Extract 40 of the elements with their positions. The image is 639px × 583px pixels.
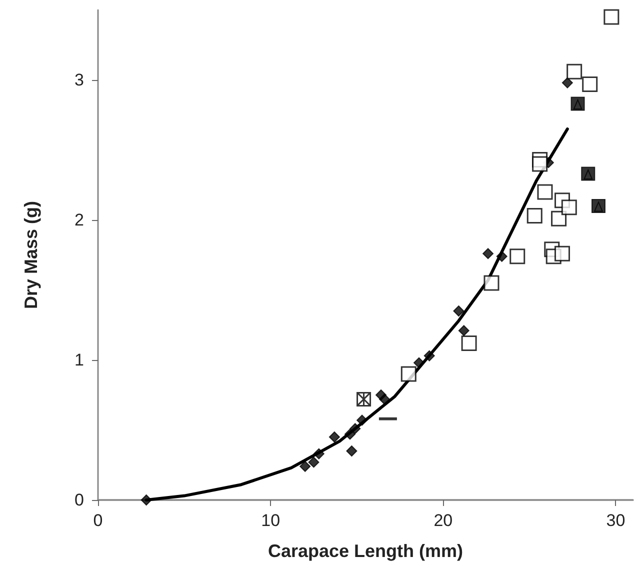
point	[496, 250, 508, 262]
y-tick-label: 3	[74, 70, 84, 90]
point	[582, 76, 598, 92]
point	[561, 200, 577, 216]
point	[510, 248, 526, 264]
point	[378, 394, 390, 405]
x-tick-label: 10	[261, 511, 280, 530]
point	[562, 77, 573, 88]
point	[554, 246, 570, 262]
point	[414, 357, 424, 368]
point	[526, 208, 542, 224]
y-tick-label: 2	[74, 210, 84, 230]
point	[532, 156, 548, 172]
y-tick-label: 0	[74, 490, 84, 510]
point	[551, 210, 567, 226]
point	[346, 446, 358, 456]
point	[328, 432, 340, 442]
x-tick-label: 30	[606, 511, 626, 530]
x-tick-label: 20	[434, 511, 453, 530]
point	[484, 275, 500, 291]
point	[350, 423, 361, 434]
point	[140, 494, 152, 506]
point	[604, 9, 620, 25]
x-tick-label: 0	[93, 511, 103, 530]
point	[458, 325, 470, 336]
point	[313, 448, 324, 460]
point	[537, 184, 553, 200]
point	[344, 428, 356, 440]
point	[461, 335, 477, 351]
point	[566, 64, 582, 80]
y-axis-title: Dry Mass (g)	[21, 200, 41, 310]
point	[300, 460, 311, 472]
x-axis-title: Carapace Length (mm)	[268, 541, 464, 561]
point	[356, 414, 368, 426]
y-tick-label: 1	[74, 350, 84, 370]
point	[400, 366, 416, 382]
point	[424, 350, 435, 362]
point	[308, 456, 320, 468]
point	[453, 306, 464, 316]
point	[482, 248, 494, 260]
